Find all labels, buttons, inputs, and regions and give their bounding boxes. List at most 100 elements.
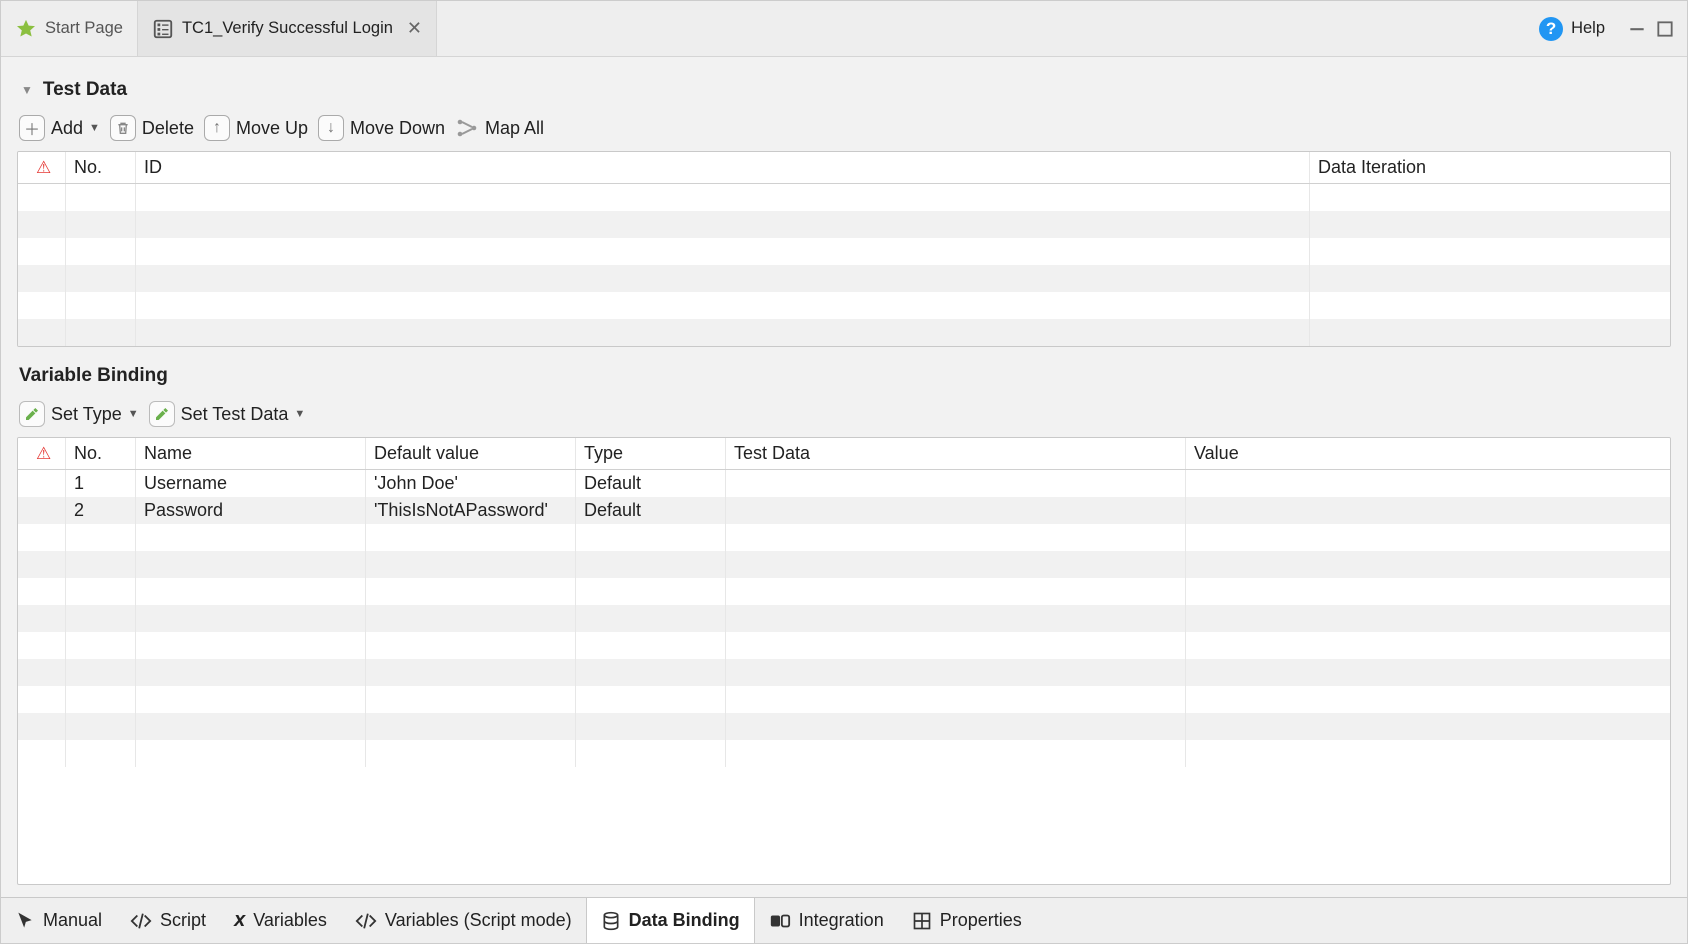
tab-start-page[interactable]: Start Page (1, 1, 138, 56)
move-down-label: Move Down (350, 118, 445, 139)
varbind-rows: 1Username'John Doe'Default2Password'This… (18, 470, 1670, 767)
col-value[interactable]: Value (1186, 438, 1670, 469)
move-down-button[interactable]: ↓ Move Down (318, 115, 445, 141)
disclose-icon: ▼ (21, 83, 33, 97)
mapall-icon (455, 116, 479, 140)
map-all-label: Map All (485, 118, 544, 139)
test-data-title: Test Data (43, 79, 127, 101)
variable-binding-toolbar: Set Type ▼ Set Test Data ▼ (19, 401, 1671, 427)
col-id[interactable]: ID (136, 152, 1310, 183)
variable-icon: x (234, 909, 245, 932)
edit-icon (149, 401, 175, 427)
table-row[interactable] (18, 605, 1670, 632)
test-data-header[interactable]: ▼ Test Data (21, 79, 1671, 101)
maximize-icon[interactable] (1655, 19, 1675, 39)
grid-icon (912, 911, 932, 931)
arrow-down-icon: ↓ (318, 115, 344, 141)
tab-test-case-label: TC1_Verify Successful Login (182, 19, 393, 38)
test-data-rows (18, 184, 1670, 346)
warning-icon: ⚠ (36, 158, 51, 178)
chevron-down-icon: ▼ (89, 122, 100, 134)
tab-test-case[interactable]: TC1_Verify Successful Login ✕ (138, 1, 437, 56)
top-tabbar: Start Page TC1_Verify Successful Login ✕… (1, 1, 1687, 57)
close-tab-icon[interactable]: ✕ (407, 18, 422, 39)
table-row[interactable] (18, 659, 1670, 686)
test-data-header-row: ⚠ No. ID Data Iteration (18, 152, 1670, 184)
tab-integration-label: Integration (799, 910, 884, 931)
move-up-button[interactable]: ↑ Move Up (204, 115, 308, 141)
table-row[interactable] (18, 184, 1670, 211)
help-icon[interactable]: ? (1539, 17, 1563, 41)
tab-variables-script[interactable]: Variables (Script mode) (341, 898, 586, 943)
delete-button[interactable]: Delete (110, 115, 194, 141)
add-button[interactable]: ＋ Add ▼ (19, 115, 100, 141)
tab-properties[interactable]: Properties (898, 898, 1036, 943)
tab-integration[interactable]: Integration (755, 898, 898, 943)
col-type[interactable]: Type (576, 438, 726, 469)
col-no[interactable]: No. (66, 152, 136, 183)
table-row[interactable] (18, 686, 1670, 713)
tab-properties-label: Properties (940, 910, 1022, 931)
test-data-table: ⚠ No. ID Data Iteration (17, 151, 1671, 347)
table-row[interactable] (18, 578, 1670, 605)
tab-start-page-label: Start Page (45, 19, 123, 38)
tab-variables-label: Variables (253, 910, 327, 931)
variable-binding-title: Variable Binding (19, 365, 1671, 387)
delete-label: Delete (142, 118, 194, 139)
tab-manual-label: Manual (43, 910, 102, 931)
chevron-down-icon: ▼ (294, 408, 305, 420)
set-type-label: Set Type (51, 404, 122, 425)
col-no[interactable]: No. (66, 438, 136, 469)
table-row[interactable] (18, 524, 1670, 551)
code-icon (130, 910, 152, 932)
help-label[interactable]: Help (1571, 19, 1605, 38)
tab-variables-script-label: Variables (Script mode) (385, 910, 572, 931)
tab-data-binding[interactable]: Data Binding (586, 898, 755, 943)
col-testdata[interactable]: Test Data (726, 438, 1186, 469)
table-row[interactable] (18, 713, 1670, 740)
database-icon (601, 911, 621, 931)
table-row[interactable]: 2Password'ThisIsNotAPassword'Default (18, 497, 1670, 524)
code-icon (355, 910, 377, 932)
table-row[interactable] (18, 319, 1670, 346)
warning-icon: ⚠ (36, 444, 51, 464)
content-area: ▼ Test Data ＋ Add ▼ Delete ↑ Move Up ↓ M… (1, 57, 1687, 897)
tab-script-label: Script (160, 910, 206, 931)
col-name[interactable]: Name (136, 438, 366, 469)
table-row[interactable] (18, 632, 1670, 659)
move-up-label: Move Up (236, 118, 308, 139)
tab-data-binding-label: Data Binding (629, 910, 740, 931)
chevron-down-icon: ▼ (128, 408, 139, 420)
integration-icon (769, 910, 791, 932)
varbind-header-row: ⚠ No. Name Default value Type Test Data … (18, 438, 1670, 470)
table-row[interactable] (18, 292, 1670, 319)
add-label: Add (51, 118, 83, 139)
variable-binding-table: ⚠ No. Name Default value Type Test Data … (17, 437, 1671, 885)
map-all-button[interactable]: Map All (455, 116, 544, 140)
table-row[interactable] (18, 211, 1670, 238)
trash-icon (110, 115, 136, 141)
bottom-tabbar: Manual Script x Variables Variables (Scr… (1, 897, 1687, 943)
tab-manual[interactable]: Manual (1, 898, 116, 943)
add-icon: ＋ (19, 115, 45, 141)
arrow-up-icon: ↑ (204, 115, 230, 141)
tab-script[interactable]: Script (116, 898, 220, 943)
set-test-data-label: Set Test Data (181, 404, 289, 425)
col-iteration[interactable]: Data Iteration (1310, 152, 1670, 183)
table-row[interactable] (18, 551, 1670, 578)
app-window: Start Page TC1_Verify Successful Login ✕… (0, 0, 1688, 944)
cursor-icon (15, 911, 35, 931)
table-row[interactable] (18, 265, 1670, 292)
table-row[interactable] (18, 238, 1670, 265)
col-default[interactable]: Default value (366, 438, 576, 469)
star-icon (15, 18, 37, 40)
edit-icon (19, 401, 45, 427)
testcase-icon (152, 18, 174, 40)
minimize-icon[interactable] (1627, 19, 1647, 39)
tab-variables[interactable]: x Variables (220, 898, 341, 943)
set-type-button[interactable]: Set Type ▼ (19, 401, 139, 427)
table-row[interactable]: 1Username'John Doe'Default (18, 470, 1670, 497)
set-test-data-button[interactable]: Set Test Data ▼ (149, 401, 306, 427)
table-row[interactable] (18, 740, 1670, 767)
test-data-toolbar: ＋ Add ▼ Delete ↑ Move Up ↓ Move Down (19, 115, 1671, 141)
